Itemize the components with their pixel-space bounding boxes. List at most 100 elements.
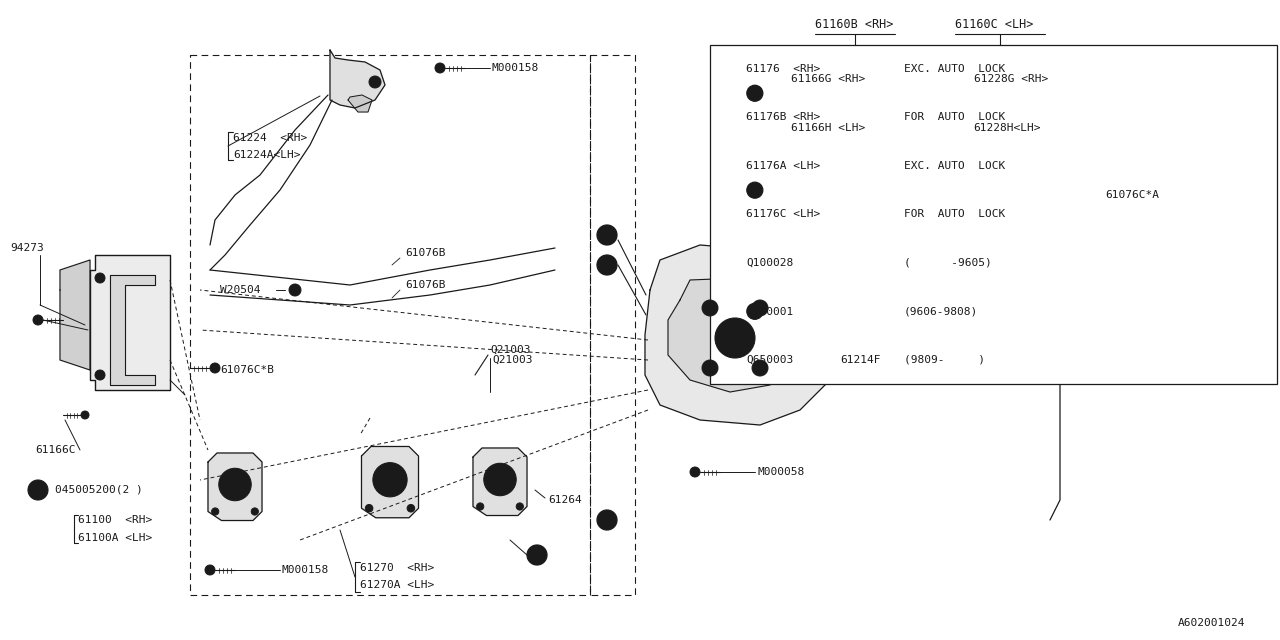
Polygon shape <box>207 453 262 520</box>
Circle shape <box>95 370 105 380</box>
Circle shape <box>701 300 718 316</box>
Text: 61160B <RH>: 61160B <RH> <box>815 18 893 31</box>
Polygon shape <box>330 50 385 108</box>
Circle shape <box>365 504 372 512</box>
Circle shape <box>596 255 617 275</box>
Text: 1: 1 <box>604 230 611 240</box>
Text: 61176  <RH>: 61176 <RH> <box>746 64 820 74</box>
Text: 2: 2 <box>604 260 611 270</box>
Bar <box>785 68 1149 170</box>
Text: 61224A<LH>: 61224A<LH> <box>233 150 301 160</box>
Circle shape <box>228 477 242 492</box>
Circle shape <box>372 463 407 497</box>
Text: FOR  AUTO  LOCK: FOR AUTO LOCK <box>904 113 1005 122</box>
Text: 61228H<LH>: 61228H<LH> <box>974 123 1041 133</box>
Circle shape <box>746 85 763 101</box>
Bar <box>710 45 1277 384</box>
Text: EXC. AUTO  LOCK: EXC. AUTO LOCK <box>904 161 1005 171</box>
Circle shape <box>596 510 617 530</box>
Text: 61270A <LH>: 61270A <LH> <box>360 580 434 590</box>
Bar <box>590 55 635 595</box>
Circle shape <box>251 508 259 515</box>
Text: Q100028: Q100028 <box>746 258 794 268</box>
Text: 3: 3 <box>751 307 758 316</box>
Text: Q650001: Q650001 <box>746 307 794 316</box>
Text: 61076B: 61076B <box>404 280 445 290</box>
Circle shape <box>493 472 507 486</box>
Text: (9606-9808): (9606-9808) <box>904 307 978 316</box>
Text: 61176A <LH>: 61176A <LH> <box>746 161 820 171</box>
Text: 61214F: 61214F <box>840 355 881 365</box>
Text: 61160C <LH>: 61160C <LH> <box>955 18 1033 31</box>
Circle shape <box>701 360 718 376</box>
Text: (9809-     ): (9809- ) <box>904 355 986 365</box>
Polygon shape <box>645 245 840 425</box>
Text: FOR  AUTO  LOCK: FOR AUTO LOCK <box>904 209 1005 220</box>
Text: 3: 3 <box>604 515 611 525</box>
Bar <box>189 55 590 595</box>
Polygon shape <box>361 447 419 518</box>
Text: 2: 2 <box>751 185 758 195</box>
Text: M000158: M000158 <box>492 63 539 73</box>
Circle shape <box>484 463 516 496</box>
Text: 61176C <LH>: 61176C <LH> <box>746 209 820 220</box>
Text: 61166H <LH>: 61166H <LH> <box>791 123 865 133</box>
Polygon shape <box>474 448 527 515</box>
Polygon shape <box>348 95 372 112</box>
Text: 61100  <RH>: 61100 <RH> <box>78 515 152 525</box>
Text: 61076C*B: 61076C*B <box>220 365 274 375</box>
Polygon shape <box>60 260 90 370</box>
Text: Q650003: Q650003 <box>746 355 794 365</box>
Circle shape <box>219 468 251 500</box>
Circle shape <box>211 508 219 515</box>
Circle shape <box>435 63 445 73</box>
Text: 61166C: 61166C <box>35 445 76 455</box>
Text: 61076B: 61076B <box>404 248 445 258</box>
Circle shape <box>690 467 700 477</box>
Circle shape <box>716 318 755 358</box>
Text: 61228G <RH>: 61228G <RH> <box>974 74 1048 84</box>
Circle shape <box>746 303 763 319</box>
Text: 61270  <RH>: 61270 <RH> <box>360 563 434 573</box>
Text: 61224  <RH>: 61224 <RH> <box>233 133 307 143</box>
Circle shape <box>369 76 381 88</box>
Circle shape <box>33 315 44 325</box>
Circle shape <box>383 472 398 487</box>
Polygon shape <box>90 255 170 390</box>
Circle shape <box>596 225 617 245</box>
Text: 045005200(2 ): 045005200(2 ) <box>55 485 143 495</box>
Circle shape <box>210 363 220 373</box>
Circle shape <box>746 182 763 198</box>
Text: 61166G <RH>: 61166G <RH> <box>791 74 865 84</box>
Text: Q21003: Q21003 <box>492 355 532 365</box>
Circle shape <box>28 480 49 500</box>
Text: EXC. AUTO  LOCK: EXC. AUTO LOCK <box>904 64 1005 74</box>
Circle shape <box>724 328 745 348</box>
Circle shape <box>753 360 768 376</box>
Text: M000158: M000158 <box>282 565 329 575</box>
Text: W20504: W20504 <box>220 285 261 295</box>
Text: S: S <box>36 486 41 495</box>
Text: M000058: M000058 <box>758 467 805 477</box>
Text: 61076C*A: 61076C*A <box>1105 190 1158 200</box>
Circle shape <box>527 545 547 565</box>
Text: A602001024: A602001024 <box>1178 618 1245 628</box>
Text: 61100A <LH>: 61100A <LH> <box>78 533 152 543</box>
Circle shape <box>289 284 301 296</box>
Circle shape <box>205 565 215 575</box>
Circle shape <box>516 503 524 510</box>
Circle shape <box>95 273 105 283</box>
Text: 1: 1 <box>751 88 758 99</box>
Circle shape <box>476 503 484 510</box>
Text: Q21003: Q21003 <box>490 345 530 355</box>
Circle shape <box>407 504 415 512</box>
Polygon shape <box>668 278 800 392</box>
Text: 94273: 94273 <box>10 243 44 253</box>
Circle shape <box>81 411 90 419</box>
Text: 61176B <RH>: 61176B <RH> <box>746 113 820 122</box>
Polygon shape <box>110 275 155 385</box>
Text: 3: 3 <box>534 550 540 560</box>
Text: 61264: 61264 <box>548 495 581 505</box>
Text: (      -9605): ( -9605) <box>904 258 992 268</box>
Circle shape <box>753 300 768 316</box>
